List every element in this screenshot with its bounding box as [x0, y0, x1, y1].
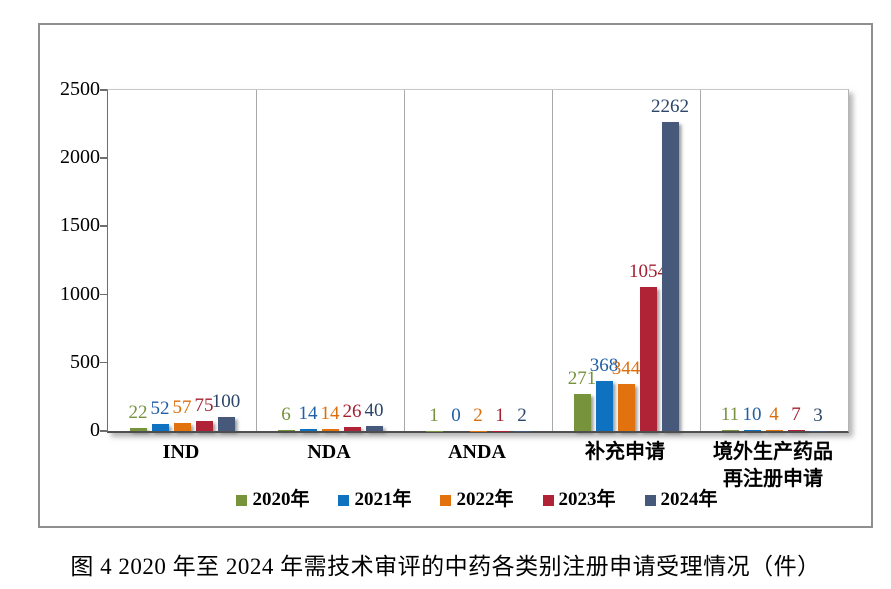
bar-2021年-NDA: [299, 429, 317, 431]
bar-value-label: 2: [473, 404, 483, 426]
bar-value-label: 40: [364, 399, 384, 421]
category-label-5: 境外生产药品 再注册申请: [713, 441, 833, 490]
bar-2023年-补充申请: [639, 287, 657, 431]
panel-separator: [256, 90, 257, 431]
legend-swatch-icon: [542, 494, 554, 506]
bar-value-label: 22: [128, 402, 148, 423]
bar-value-label: 100: [211, 391, 241, 413]
legend-label: 2024年: [660, 489, 718, 510]
bar-2020年-境外生产药品再注册申请: [721, 429, 739, 431]
bar-2020年-补充申请: [573, 394, 591, 431]
legend-label: 2021年: [354, 489, 412, 510]
bar-2022年-NDA: [321, 429, 339, 431]
chart-figure: 0 500 1000 1500 2000 2500 22 52 57 75 100 6 14 14 26 4…: [38, 23, 873, 528]
bar-value-label: 344: [611, 358, 641, 380]
bar-2021年-境外生产药品再注册申请: [743, 429, 761, 431]
category-label-4: 补充申请: [585, 441, 665, 463]
bar-value-label: 1: [429, 404, 439, 426]
panel-separator: [700, 90, 701, 431]
category-label-1: IND: [162, 441, 200, 463]
panel-separator: [552, 90, 553, 431]
chart-legend: 2020年 2021年 2022年 2023年 2024年: [107, 487, 847, 513]
legend-item-2024年: 2024年: [644, 489, 718, 510]
bar-value-label: 3: [813, 404, 823, 426]
legend-item-2021年: 2021年: [338, 490, 411, 510]
legend-swatch-icon: [644, 494, 656, 506]
bar-2023年-境外生产药品再注册申请: [787, 430, 805, 431]
y-axis-tick: [100, 89, 107, 91]
bar-2020年-IND: [129, 428, 147, 431]
bar-2023年-IND: [195, 420, 213, 431]
bar-value-label: 368: [589, 354, 619, 376]
bar-value-label: 271: [567, 368, 597, 390]
bar-value-label: 26: [342, 401, 362, 423]
bar-2024年-NDA: [365, 425, 383, 431]
bar-2020年-NDA: [277, 430, 295, 431]
y-axis-tick: [100, 225, 107, 227]
bar-value-label: 2: [517, 404, 527, 426]
bar-value-label: 4: [769, 404, 779, 426]
y-axis-tick: [100, 430, 107, 432]
bar-2022年-IND: [173, 423, 191, 431]
bar-2023年-NDA: [343, 427, 361, 431]
y-axis-tick-label: 2500: [60, 78, 100, 100]
legend-swatch-icon: [338, 494, 350, 506]
bar-value-label: 14: [298, 403, 318, 425]
bar-2021年-IND: [151, 423, 169, 431]
legend-label: 2022年: [456, 489, 514, 510]
legend-item-2022年: 2022年: [440, 489, 514, 510]
bar-value-label: 2262: [651, 96, 689, 118]
bar-2024年-IND: [217, 417, 235, 431]
bar-value-label: 14: [320, 403, 340, 425]
y-axis-tick-label: 0: [90, 419, 100, 441]
bar-value-label: 6: [281, 404, 291, 426]
bar-value-label: 7: [791, 404, 801, 426]
plot-area: 22 52 57 75 100 6 14 14 26 40 1 0 2 1 2 271 368 344 1054 22…: [100, 89, 849, 433]
y-axis-tick: [100, 157, 107, 159]
bar-value-label: 11: [720, 403, 740, 425]
y-axis-tick: [100, 361, 107, 364]
bar-value-label: 75: [194, 394, 214, 416]
legend-label: 2023年: [558, 489, 616, 510]
y-axis-tick-label: 1000: [60, 282, 100, 305]
figure-caption: 图 4 2020 年至 2024 年需技术审评的中药各类别注册申请受理情况（件）: [70, 554, 821, 579]
bar-value-label: 1054: [629, 261, 667, 283]
bar-2021年-补充申请: [595, 380, 613, 431]
y-axis-tick-label: 2000: [60, 146, 100, 169]
legend-swatch-icon: [236, 494, 248, 506]
bar-2022年-补充申请: [617, 384, 635, 431]
legend-label: 2020年: [252, 489, 310, 510]
y-axis-tick-label: 1500: [60, 214, 100, 237]
bar-value-label: 10: [742, 403, 762, 425]
category-label-3: ANDA: [448, 441, 506, 463]
bar-value-label: 52: [150, 397, 170, 419]
legend-item-2020年: 2020年: [236, 490, 309, 510]
bar-2022年-境外生产药品再注册申请: [765, 430, 783, 431]
legend-swatch-icon: [440, 494, 452, 506]
panel-separator: [404, 90, 405, 431]
bar-value-label: 1: [495, 404, 505, 426]
bar-value-label: 0: [451, 405, 461, 426]
bar-value-label: 57: [172, 397, 192, 419]
category-label-2: NDA: [307, 441, 351, 463]
y-axis-tick: [100, 293, 107, 296]
bar-2024年-补充申请: [661, 122, 679, 431]
y-axis-tick-label: 500: [70, 350, 100, 373]
legend-item-2023年: 2023年: [542, 489, 616, 510]
